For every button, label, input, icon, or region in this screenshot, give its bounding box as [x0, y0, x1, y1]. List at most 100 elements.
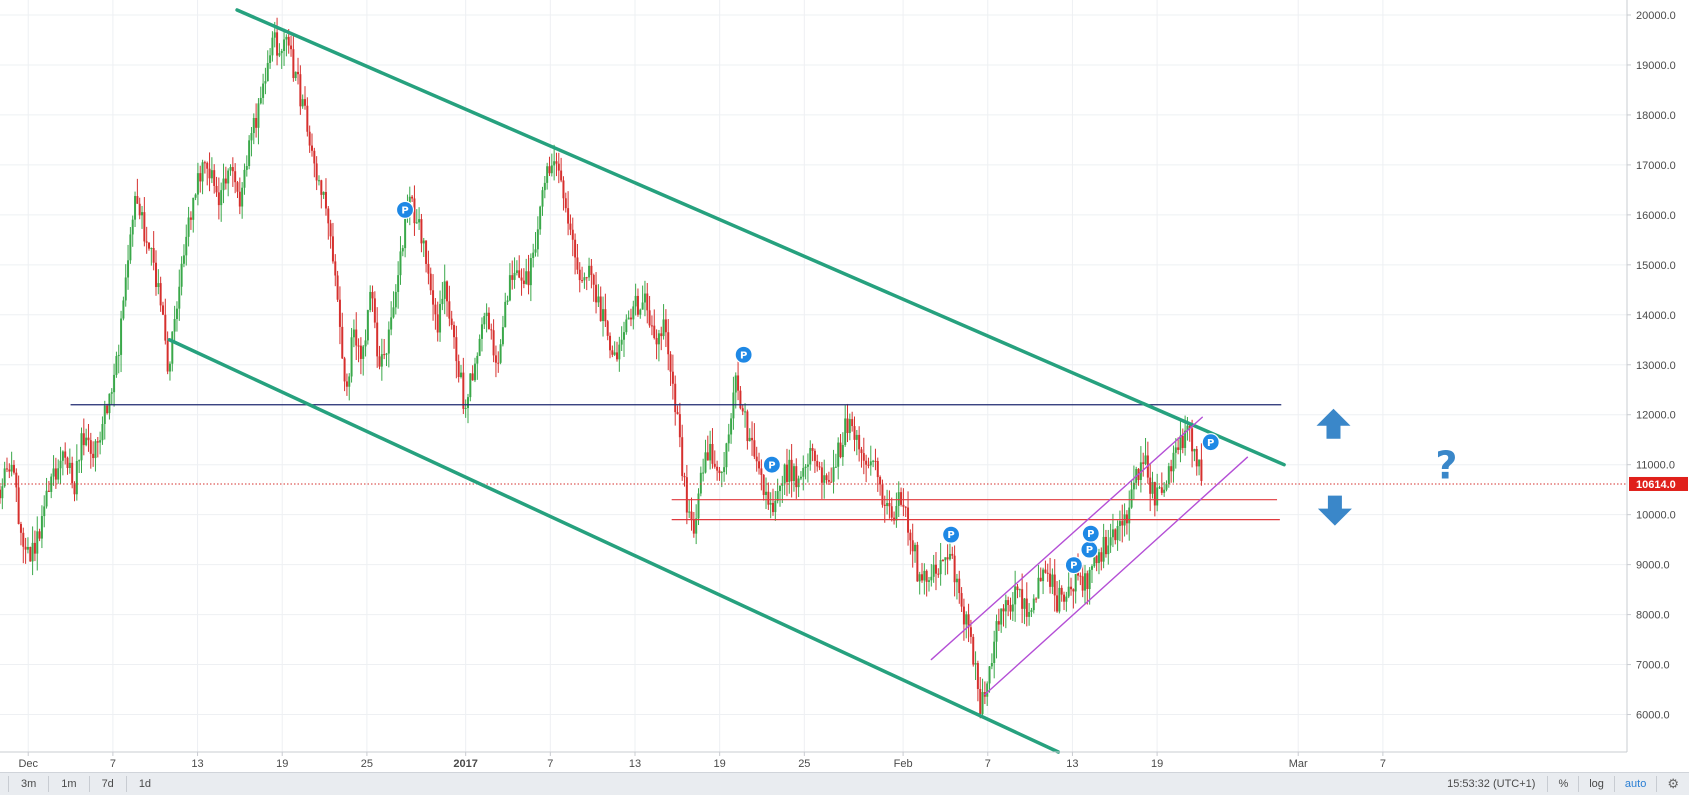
- candle-body: [506, 300, 509, 302]
- candle-body: [1128, 507, 1131, 524]
- candle-body: [972, 636, 975, 665]
- rising-channel-upper[interactable]: [930, 416, 1203, 661]
- candle-body: [124, 277, 127, 301]
- candle-body: [266, 62, 269, 82]
- timeframe-1d-button[interactable]: 1d: [125, 776, 163, 792]
- marker-badge[interactable]: [1081, 524, 1100, 543]
- candle-body: [245, 166, 248, 170]
- candle-body: [825, 475, 828, 480]
- time-tick-label: 19: [276, 758, 288, 770]
- candle-body: [376, 322, 379, 357]
- candle-body: [1090, 566, 1093, 570]
- candle-body: [422, 240, 425, 244]
- candle-body: [727, 434, 730, 444]
- candle-body: [1018, 589, 1021, 591]
- candle-body: [331, 236, 334, 262]
- marker-label: P: [1207, 438, 1214, 449]
- position-marker[interactable]: P: [395, 200, 415, 219]
- candle-body: [497, 362, 500, 364]
- candle-body: [401, 248, 404, 252]
- marker-badge[interactable]: [1201, 433, 1220, 452]
- marker-badge[interactable]: [395, 200, 415, 219]
- time-tick-label: Feb: [894, 758, 913, 770]
- candle-body: [804, 466, 807, 468]
- candle-body: [820, 467, 823, 483]
- candle-body: [1021, 589, 1024, 609]
- position-marker[interactable]: P: [1064, 556, 1083, 575]
- candle-body: [923, 570, 926, 581]
- time-axis[interactable]: Dec 7 13 19 25 2017 7 13 19 25 Feb 7 13 19 Mar 7: [0, 751, 1627, 770]
- candle-body: [469, 373, 472, 398]
- candle-body: [441, 298, 444, 305]
- candle-body: [788, 459, 791, 482]
- auto-scale-button[interactable]: auto: [1613, 776, 1656, 792]
- candle-body: [259, 97, 262, 104]
- timeframe-3m-button[interactable]: 3m: [8, 776, 48, 792]
- price-tick-label: 13000.0: [1636, 360, 1676, 372]
- candle-body: [1163, 489, 1166, 493]
- candle-body: [674, 383, 677, 413]
- candle-body: [87, 437, 90, 441]
- marker-badge[interactable]: [734, 345, 753, 364]
- candle-body: [511, 275, 514, 280]
- rising-channel-lower[interactable]: [984, 456, 1249, 696]
- candle-body: [189, 217, 192, 220]
- position-marker[interactable]: P: [762, 455, 781, 474]
- candle-body: [122, 300, 125, 319]
- candle-body: [711, 443, 714, 464]
- position-marker[interactable]: P: [1080, 540, 1099, 559]
- candle-body: [772, 502, 775, 513]
- candle-body: [94, 441, 97, 459]
- position-marker[interactable]: P: [1201, 433, 1220, 452]
- candle-body: [220, 190, 223, 206]
- position-marker[interactable]: P: [941, 525, 961, 544]
- candle-body: [31, 542, 34, 562]
- candle-body: [769, 502, 772, 505]
- candle-body: [1186, 425, 1189, 431]
- marker-badge[interactable]: [1064, 556, 1083, 575]
- position-marker[interactable]: P: [734, 345, 753, 364]
- candle-body: [611, 350, 614, 355]
- candle-body: [40, 516, 43, 539]
- time-tick-label: Mar: [1289, 758, 1308, 770]
- candle-body: [911, 540, 914, 552]
- candle-body: [909, 532, 912, 541]
- descending-channel-bottom[interactable]: [167, 338, 1061, 754]
- candle-body: [462, 372, 465, 409]
- candle-body: [874, 460, 877, 462]
- gear-icon[interactable]: ⚙: [1656, 776, 1689, 792]
- timeframe-7d-button[interactable]: 7d: [88, 776, 126, 792]
- candle-body: [667, 332, 670, 355]
- candle-body: [175, 308, 178, 320]
- candle-body: [217, 192, 220, 206]
- candle-body: [231, 167, 234, 172]
- candle-body: [392, 307, 395, 318]
- candle-body: [436, 314, 439, 333]
- candle-body: [432, 290, 435, 305]
- candle-body: [758, 461, 761, 469]
- candle-body: [792, 466, 795, 482]
- marker-badge[interactable]: [941, 525, 961, 544]
- candle-body: [567, 208, 570, 224]
- candle-body: [695, 518, 698, 534]
- marker-badge[interactable]: [762, 455, 781, 474]
- candle-body: [234, 171, 237, 183]
- candle-body: [702, 472, 705, 474]
- candle-body: [730, 418, 733, 435]
- timeframe-1m-button[interactable]: 1m: [48, 776, 88, 792]
- price-axis[interactable]: 6000.0 7000.0 8000.0 9000.0 10000.0 11000.0 12…: [1626, 0, 1689, 752]
- percent-scale-button[interactable]: %: [1547, 776, 1578, 792]
- log-scale-button[interactable]: log: [1578, 776, 1614, 792]
- time-tick-label: 19: [714, 758, 726, 770]
- descending-channel-top[interactable]: [235, 8, 1286, 467]
- candle-body: [369, 291, 372, 311]
- candle-body: [99, 440, 102, 443]
- position-marker[interactable]: P: [1081, 524, 1100, 543]
- candle-body: [662, 319, 665, 337]
- price-tick-label: 17000.0: [1636, 160, 1676, 172]
- candle-body: [324, 191, 327, 209]
- candle-body: [269, 55, 272, 63]
- candle-body: [643, 293, 646, 303]
